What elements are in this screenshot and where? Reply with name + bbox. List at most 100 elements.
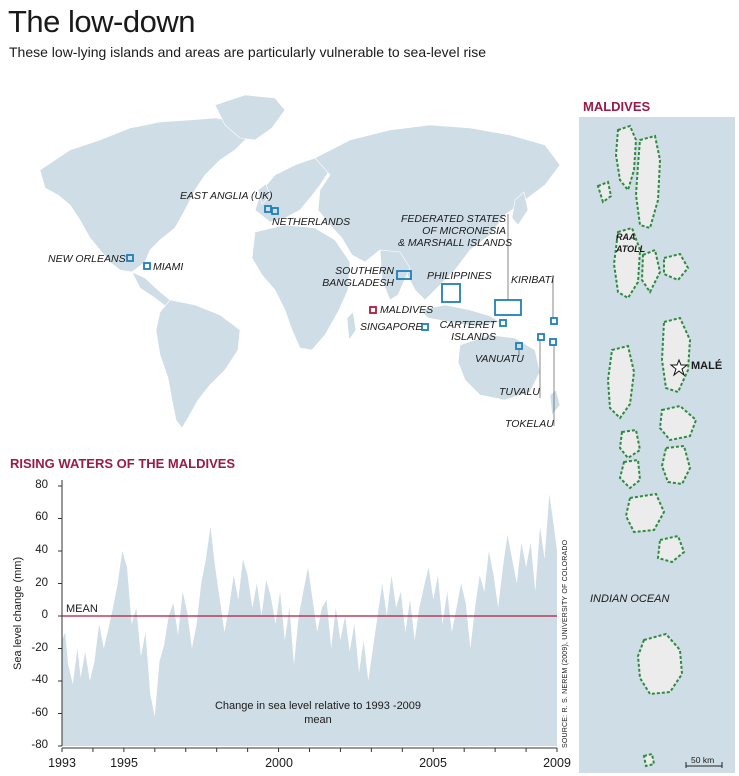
capital-star-icon	[669, 358, 689, 377]
label-carteret-line1: CARTERET	[439, 319, 496, 331]
philippines-marker	[441, 283, 461, 303]
india-shape	[379, 249, 411, 301]
x-tick-label: 2000	[265, 756, 293, 770]
japan-shape	[511, 191, 529, 226]
label-netherlands: NETHERLANDS	[272, 216, 351, 228]
atoll-addu	[636, 632, 684, 696]
atoll-ihavandhippolhu	[614, 124, 638, 193]
new-orleans-marker	[126, 254, 134, 262]
chart	[58, 480, 558, 752]
east-anglia-marker	[264, 205, 272, 213]
label-male: MALÉ	[691, 360, 723, 372]
page-title: The low-down	[8, 4, 195, 39]
vanuatu-marker	[515, 342, 523, 350]
maldives-marker	[369, 306, 377, 314]
location-markers	[126, 205, 558, 350]
label-new-orleans: NEW ORLEANS	[48, 253, 126, 265]
y-tick-label: 60	[35, 511, 48, 523]
x-tick-label: 1995	[110, 756, 138, 770]
atoll-ari	[606, 344, 636, 420]
south-america-shape	[155, 299, 241, 429]
leader-lines	[507, 214, 555, 426]
label-tuvalu: TUVALU	[499, 386, 540, 398]
label-bangladesh-line2: BANGLADESH	[322, 277, 394, 289]
atoll-thiladhunmathi	[634, 134, 662, 230]
label-carteret: CARTERET ISLANDS	[432, 319, 496, 343]
new-zealand-shape	[549, 389, 561, 416]
y-tick-label: 40	[35, 544, 48, 556]
asia-shape	[314, 124, 561, 301]
atoll-vaavu	[658, 404, 698, 442]
label-micronesia: FEDERATED STATES OF MICRONESIA & MARSHAL…	[398, 213, 513, 249]
chart-y-label: Sea level change (mm)	[12, 556, 24, 670]
label-raa-line1: RAA	[616, 232, 636, 242]
y-tick-label: 0	[41, 609, 48, 621]
y-tick-label: 20	[35, 577, 48, 589]
page-subtitle: These low-lying islands and areas are pa…	[9, 44, 487, 60]
north-america-shape	[39, 117, 251, 273]
atoll-lhaviyani	[663, 252, 690, 282]
label-raa-atoll: RAA ATOLL	[616, 231, 645, 255]
bangladesh-marker	[396, 270, 412, 280]
y-tick-label: -60	[31, 707, 48, 719]
atoll-gaafu-alifu	[656, 534, 686, 564]
chart-annotation: Change in sea level relative to 1993 -20…	[214, 700, 422, 726]
label-philippines: PHILIPPINES	[427, 270, 492, 282]
label-east-anglia: EAST ANGLIA (UK)	[180, 190, 273, 202]
label-singapore: SINGAPORE	[360, 321, 423, 333]
sea-level-area	[62, 494, 557, 746]
netherlands-marker	[271, 207, 279, 215]
label-maldives: MALDIVES	[380, 304, 434, 316]
micronesia-marker	[494, 299, 522, 316]
source-credit: SOURCE: R. S. NEREM (2009), UNIVERSITY O…	[562, 539, 569, 748]
atoll-dhaalu	[618, 458, 642, 490]
kiribati-marker	[550, 317, 558, 325]
label-raa-line2: ATOLL	[616, 244, 646, 254]
label-vanuatu: VANUATU	[475, 353, 524, 365]
greenland-shape	[214, 94, 286, 141]
europe-shape	[254, 157, 331, 223]
australia-shape	[457, 334, 541, 401]
scale-label: 50 km	[691, 755, 715, 765]
world-map	[39, 94, 561, 429]
label-tokelau: TOKELAU	[505, 418, 554, 430]
y-tick-label: -40	[31, 674, 48, 686]
label-carteret-line2: ISLANDS	[451, 331, 496, 343]
maldives-heading: MALDIVES	[583, 99, 651, 114]
label-micronesia-line3: & MARSHALL ISLANDS	[398, 237, 513, 249]
y-tick-label: -20	[31, 642, 48, 654]
atoll-laamu	[624, 492, 666, 534]
label-bangladesh-line1: SOUTHERN	[335, 265, 394, 277]
chart-title: RISING WATERS OF THE MALDIVES	[10, 456, 236, 471]
singapore-marker	[421, 323, 429, 331]
tokelau-marker	[549, 338, 557, 346]
label-indian-ocean: INDIAN OCEAN	[590, 593, 670, 605]
x-tick-label: 2005	[419, 756, 447, 770]
x-tick-marks	[61, 747, 558, 752]
label-kiribati: KIRIBATI	[511, 274, 554, 286]
scale-bar	[685, 762, 723, 768]
label-micronesia-line1: FEDERATED STATES	[400, 213, 506, 225]
madagascar-shape	[346, 311, 357, 341]
atoll-small-north	[596, 180, 613, 204]
atoll-thaa	[660, 444, 692, 486]
label-micronesia-line2: OF MICRONESIA	[422, 225, 506, 237]
y-tick-label: -80	[31, 739, 48, 751]
atoll-fuvahmulah	[642, 752, 656, 768]
carteret-marker	[499, 319, 507, 327]
x-tick-label: 2009	[543, 756, 571, 770]
miami-marker	[143, 262, 151, 270]
y-tick-label: 80	[35, 479, 48, 491]
mean-label: MEAN	[66, 603, 98, 615]
atoll-raa	[612, 226, 642, 300]
label-bangladesh: SOUTHERN BANGLADESH	[320, 265, 394, 289]
y-tick-marks	[58, 485, 62, 747]
atoll-baa	[640, 248, 662, 294]
label-miami: MIAMI	[153, 261, 184, 273]
x-tick-label: 1993	[48, 756, 76, 770]
atoll-faafu	[618, 428, 642, 460]
uk-shape	[257, 183, 271, 205]
africa-shape	[251, 224, 351, 351]
tuvalu-marker	[537, 333, 545, 341]
